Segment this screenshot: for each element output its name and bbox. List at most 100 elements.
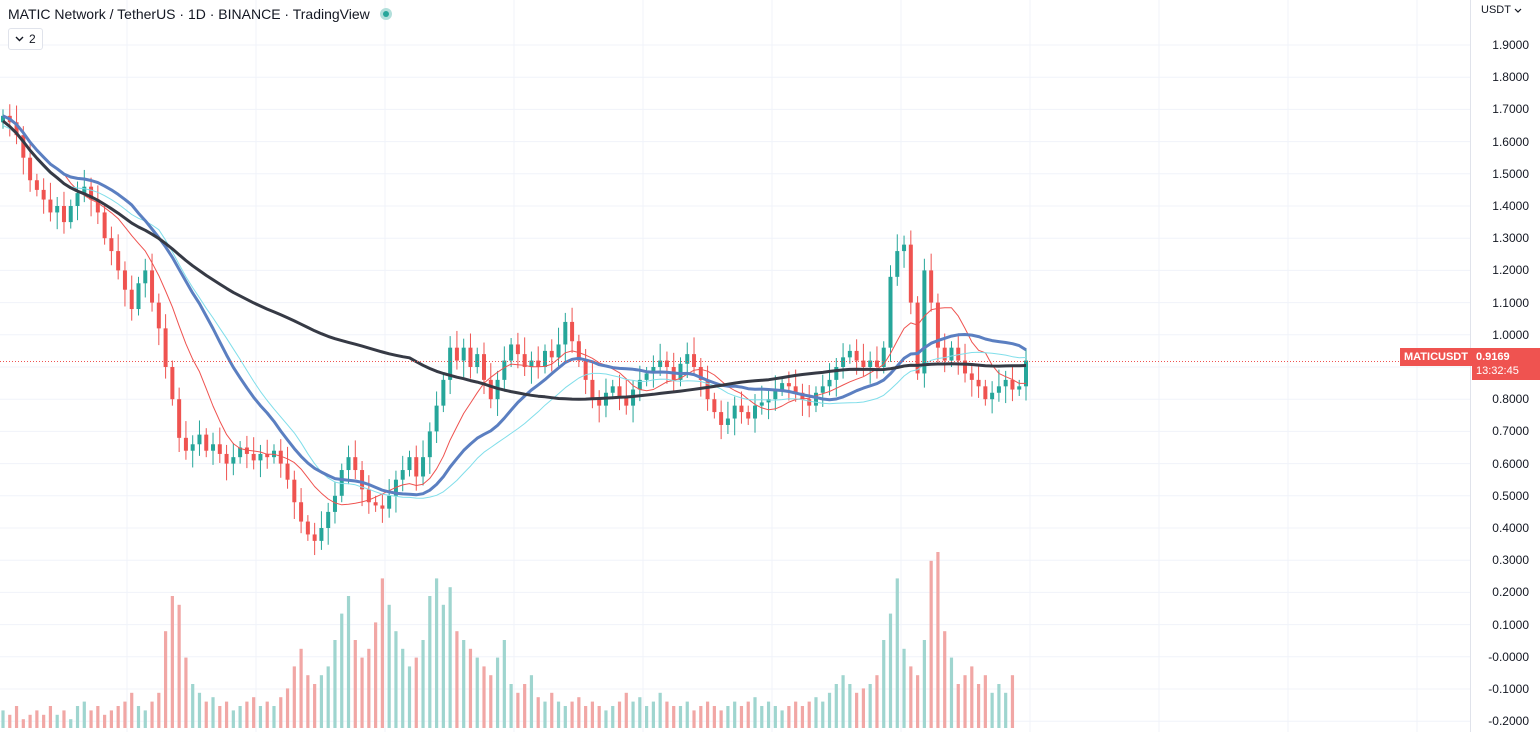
candle-body	[590, 379, 595, 400]
price-tick-label: 1.5000	[1492, 166, 1529, 181]
candle-body	[170, 367, 175, 400]
candle-body	[570, 321, 575, 342]
candle-body	[211, 444, 216, 451]
volume-bar	[570, 701, 574, 728]
volume-bar	[678, 706, 683, 728]
volume-bar	[502, 640, 506, 728]
candle-body	[129, 289, 134, 310]
volume-bar	[428, 596, 432, 728]
candle-body	[285, 463, 290, 480]
volume-bar	[760, 706, 764, 728]
indicator-count: 2	[29, 32, 36, 46]
candle-body	[902, 244, 907, 252]
candle-body	[922, 270, 927, 374]
volume-bar	[170, 596, 174, 728]
candle-body	[82, 186, 87, 194]
volume-bar	[861, 688, 866, 728]
candle-body	[400, 470, 405, 480]
volume-bar	[936, 552, 940, 728]
volume-bar	[414, 657, 418, 728]
candle-body	[136, 283, 141, 310]
candle-body	[583, 360, 588, 380]
candle-body	[881, 347, 886, 367]
candle-body	[786, 383, 791, 387]
candle-body	[969, 373, 974, 380]
candle-body	[332, 495, 337, 512]
volume-bar	[468, 648, 473, 728]
candle-body	[441, 379, 446, 406]
candle-body	[542, 350, 547, 367]
candle-body	[868, 360, 873, 367]
candle-body	[725, 418, 730, 425]
volume-bar	[746, 701, 750, 728]
candle-body	[976, 379, 981, 387]
price-tick-label: -0.2000	[1488, 714, 1529, 729]
volume-bar	[550, 692, 554, 728]
candle-body	[14, 122, 19, 136]
ma-mid-line	[2, 114, 1027, 497]
candle-body	[597, 399, 602, 406]
volume-bar	[387, 604, 391, 728]
volume-bar	[401, 648, 405, 728]
candle-body	[536, 360, 541, 367]
volume-bar	[326, 666, 330, 728]
candle-body	[421, 457, 426, 477]
candle-body	[448, 347, 453, 380]
candle-body	[1024, 360, 1028, 387]
symbol-title: MATIC Network / TetherUS · 1D · BINANCE …	[8, 6, 370, 22]
price-tick-label: 0.3000	[1492, 553, 1529, 568]
volume-bar	[42, 714, 46, 728]
candle-body	[1003, 379, 1008, 387]
price-chart[interactable]	[0, 0, 1470, 732]
candle-body	[265, 453, 270, 458]
volume-bar	[360, 657, 364, 728]
price-tick-label: -0.1000	[1488, 682, 1529, 696]
volume-bar	[794, 701, 798, 728]
candle-body	[143, 270, 148, 284]
volume-bar	[8, 714, 12, 728]
chevron-down-icon	[15, 36, 24, 42]
volume-bar	[983, 675, 987, 728]
volume-bar	[340, 613, 344, 728]
volume-bar	[611, 706, 615, 728]
price-tick-label: 1.2000	[1492, 263, 1529, 278]
candle-body	[278, 450, 283, 464]
volume-bar	[597, 706, 601, 728]
volume-bar	[495, 657, 500, 728]
candle-body	[996, 386, 1001, 393]
volume-bar	[970, 666, 974, 728]
volume-bar	[1004, 692, 1008, 728]
price-tick-label: 1.3000	[1492, 231, 1529, 246]
candle-body	[678, 363, 683, 380]
symbol-tag: MATICUSDT	[1400, 348, 1472, 366]
price-tick-label: 1.7000	[1492, 102, 1529, 117]
volume-bar	[313, 684, 317, 728]
candle-body	[841, 357, 846, 367]
price-tick-label: 1.8000	[1492, 70, 1529, 85]
chart-pane[interactable]: MATIC Network / TetherUS · 1D · BINANCE …	[0, 0, 1470, 732]
volume-bar	[672, 706, 676, 728]
volume-bar	[523, 684, 527, 728]
candle-body	[515, 344, 520, 355]
volume-bar	[62, 710, 66, 728]
indicators-toggle-button[interactable]: 2	[8, 28, 43, 50]
candle-body	[929, 270, 934, 303]
volume-bar	[814, 697, 818, 728]
candle-body	[888, 276, 893, 348]
currency-selector[interactable]: USDT	[1481, 4, 1522, 16]
candle-body	[651, 367, 656, 374]
volume-bar	[516, 692, 520, 728]
candle-body	[251, 453, 256, 461]
candle-body	[854, 350, 859, 361]
volume-bar	[265, 701, 269, 728]
candle-body	[339, 470, 344, 496]
volume-bar	[963, 675, 967, 728]
volume-bar	[421, 640, 425, 728]
candle-body	[705, 379, 710, 400]
volume-bar	[462, 640, 466, 728]
volume-bar	[143, 710, 147, 728]
volume-bar	[448, 587, 452, 728]
volume-bar	[292, 666, 296, 728]
candle-body	[183, 437, 188, 451]
volume-bar	[394, 631, 398, 728]
